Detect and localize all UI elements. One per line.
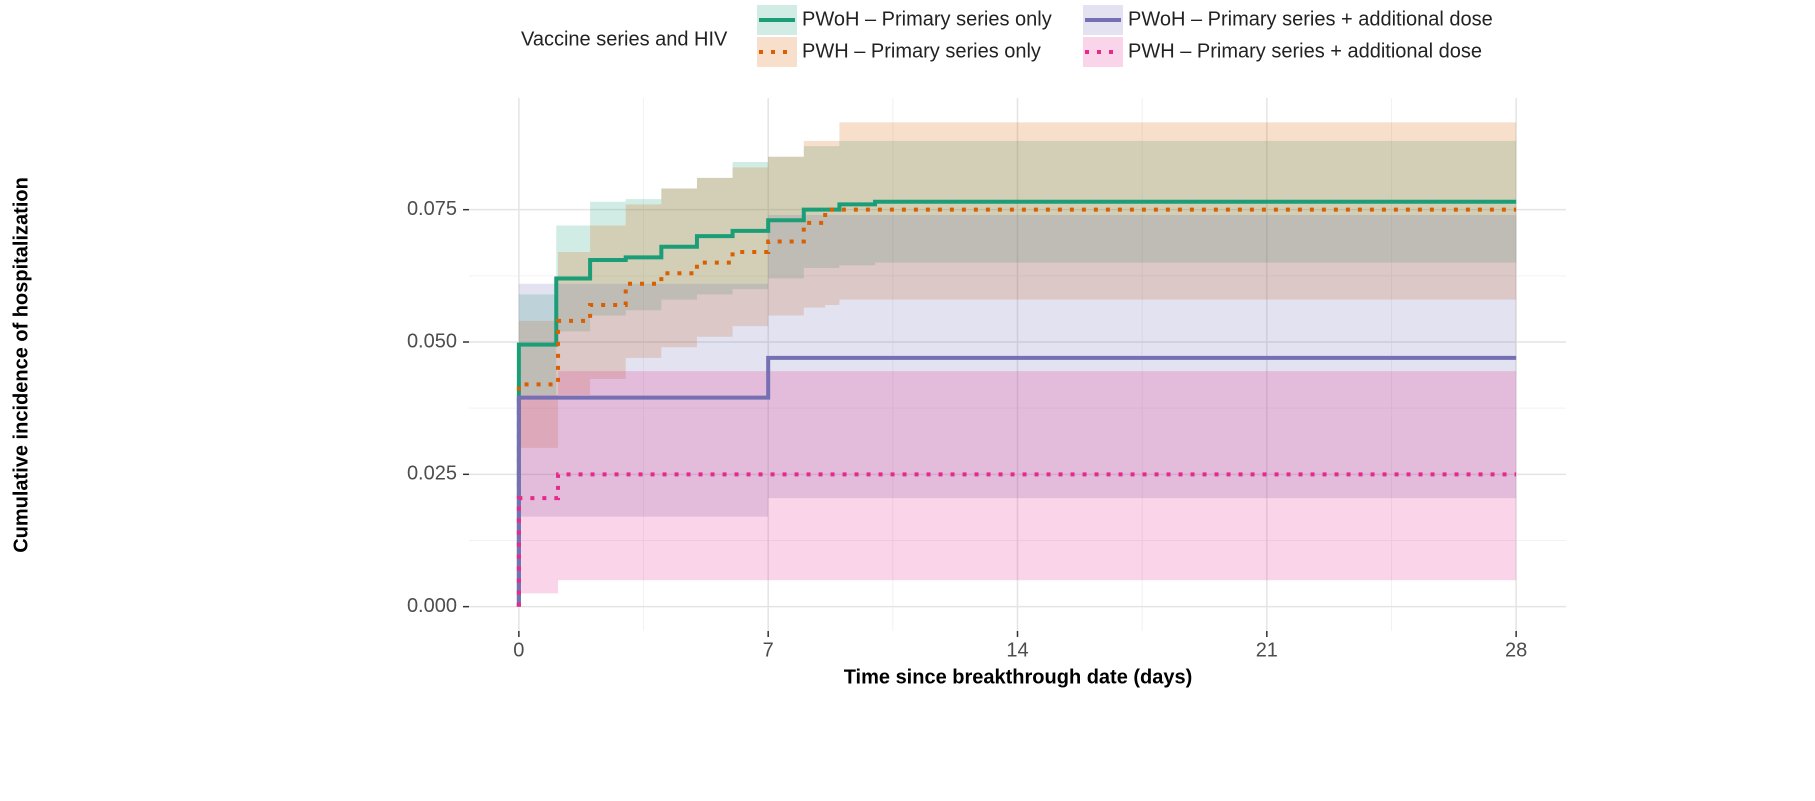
x-tick-label: 28 xyxy=(1505,639,1527,661)
bands xyxy=(518,122,1517,607)
legend-key xyxy=(757,37,797,67)
legend-label: PWH – Primary series only xyxy=(802,40,1041,62)
lines xyxy=(516,199,1517,607)
y-tick-label: 0.050 xyxy=(407,330,457,352)
x-axis-title: Time since breakthrough date (days) xyxy=(844,666,1193,688)
x-tick-label: 7 xyxy=(763,639,774,661)
confidence-band xyxy=(518,214,1517,607)
step-line xyxy=(516,199,1517,607)
legend-item: PWoH – Primary series + additional dose xyxy=(1083,5,1493,35)
legend-item: PWH – Primary series only xyxy=(757,37,1041,67)
confidence-band xyxy=(518,140,1517,607)
step-line xyxy=(516,472,1517,607)
y-tick-label: 0.075 xyxy=(407,198,457,220)
x-tick-label: 21 xyxy=(1256,639,1278,661)
y-tick-label: 0.000 xyxy=(407,595,457,617)
legend-label: PWoH – Primary series only xyxy=(802,8,1052,30)
step-line xyxy=(516,207,1517,607)
x-tick-label: 0 xyxy=(513,639,524,661)
legend-item: PWoH – Primary series only xyxy=(757,5,1052,35)
x-tick-label: 14 xyxy=(1006,639,1028,661)
legend-item: PWH – Primary series + additional dose xyxy=(1083,37,1482,67)
legend-label: PWH – Primary series + additional dose xyxy=(1128,40,1482,62)
y-axis-title: Cumulative incidence of hospitalization xyxy=(10,177,32,553)
step-line xyxy=(516,355,1517,607)
confidence-band xyxy=(518,371,1517,607)
legend-label: PWoH – Primary series + additional dose xyxy=(1128,8,1493,30)
legend-title: Vaccine series and HIV xyxy=(521,28,728,50)
y-tick-label: 0.025 xyxy=(407,463,457,485)
legend-key xyxy=(1083,37,1123,67)
